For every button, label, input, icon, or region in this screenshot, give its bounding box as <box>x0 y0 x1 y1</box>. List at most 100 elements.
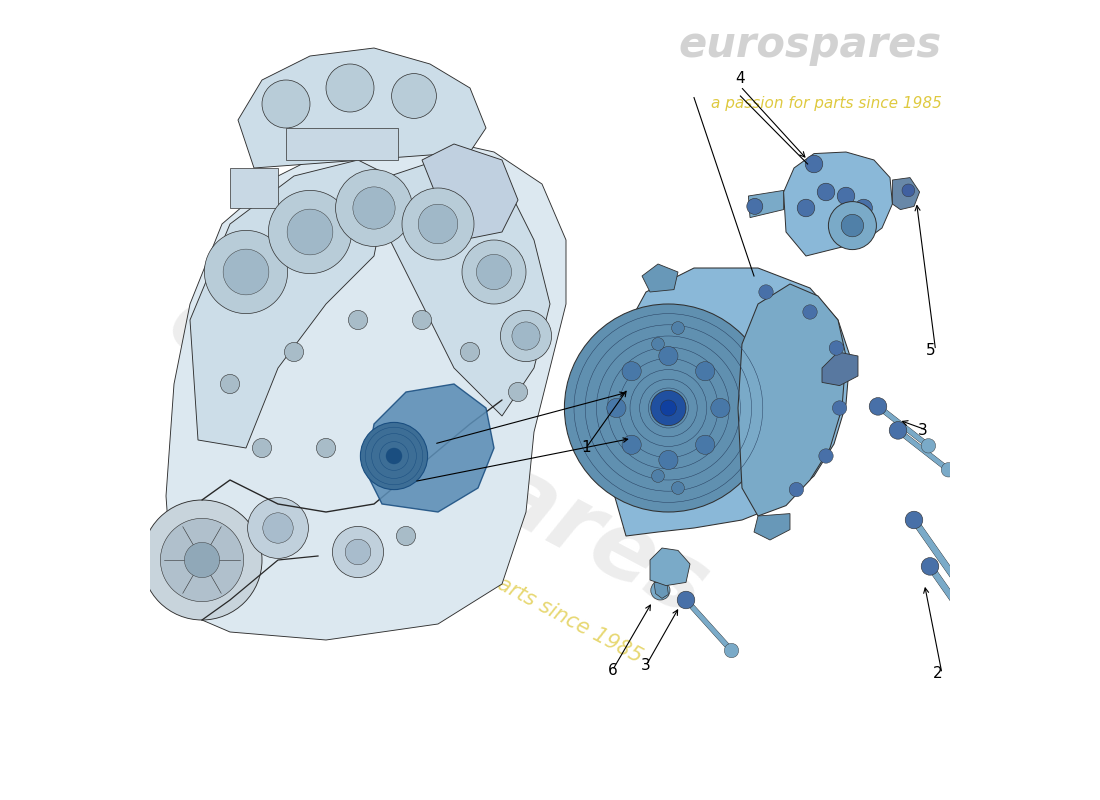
Text: 3: 3 <box>917 423 927 438</box>
Circle shape <box>161 518 243 602</box>
Circle shape <box>828 202 877 250</box>
Circle shape <box>461 342 480 362</box>
Circle shape <box>724 643 739 658</box>
Circle shape <box>500 310 551 362</box>
Circle shape <box>829 341 844 355</box>
Polygon shape <box>783 152 892 256</box>
Circle shape <box>268 190 352 274</box>
Circle shape <box>508 382 528 402</box>
Circle shape <box>361 422 428 490</box>
Text: eurospares: eurospares <box>679 24 942 66</box>
Text: 5: 5 <box>926 343 936 358</box>
Text: 1: 1 <box>581 441 591 455</box>
Text: 6: 6 <box>607 663 617 678</box>
Circle shape <box>262 80 310 128</box>
Circle shape <box>252 438 272 458</box>
Circle shape <box>798 199 815 217</box>
Circle shape <box>462 240 526 304</box>
Circle shape <box>869 398 887 415</box>
Circle shape <box>818 449 833 463</box>
Circle shape <box>837 187 855 205</box>
Polygon shape <box>754 514 790 540</box>
Polygon shape <box>654 582 669 598</box>
Circle shape <box>326 64 374 112</box>
Circle shape <box>386 448 402 464</box>
Circle shape <box>905 511 923 529</box>
Polygon shape <box>748 190 783 218</box>
Circle shape <box>621 435 641 454</box>
Circle shape <box>317 438 336 458</box>
Circle shape <box>205 230 287 314</box>
Circle shape <box>402 188 474 260</box>
Circle shape <box>564 304 772 512</box>
Circle shape <box>672 482 684 494</box>
Circle shape <box>759 285 773 299</box>
Text: a passion for parts since 1985: a passion for parts since 1985 <box>359 502 646 666</box>
Polygon shape <box>366 384 494 512</box>
Circle shape <box>476 254 512 290</box>
Polygon shape <box>822 352 858 386</box>
Text: 3: 3 <box>641 658 651 673</box>
Circle shape <box>142 500 262 620</box>
Circle shape <box>695 435 715 454</box>
Circle shape <box>651 338 664 350</box>
Circle shape <box>660 400 676 416</box>
Circle shape <box>982 644 997 658</box>
Circle shape <box>396 526 416 546</box>
Circle shape <box>651 390 686 426</box>
Circle shape <box>695 362 715 381</box>
Circle shape <box>902 184 915 197</box>
Circle shape <box>889 422 906 439</box>
Circle shape <box>711 398 730 418</box>
Circle shape <box>672 322 684 334</box>
Circle shape <box>678 591 695 609</box>
Circle shape <box>412 310 431 330</box>
Circle shape <box>287 209 333 255</box>
Polygon shape <box>390 160 550 416</box>
Circle shape <box>223 249 268 295</box>
Circle shape <box>967 598 981 612</box>
Circle shape <box>353 187 395 229</box>
Text: eurospares: eurospares <box>153 275 724 637</box>
Circle shape <box>659 450 678 470</box>
FancyBboxPatch shape <box>230 168 278 208</box>
Circle shape <box>921 438 936 453</box>
Circle shape <box>833 401 847 415</box>
Circle shape <box>345 539 371 565</box>
Circle shape <box>248 498 308 558</box>
Circle shape <box>651 581 670 600</box>
Circle shape <box>220 374 240 394</box>
FancyBboxPatch shape <box>286 128 398 160</box>
Circle shape <box>418 204 458 244</box>
Circle shape <box>855 199 872 217</box>
Circle shape <box>621 362 641 381</box>
Text: 2: 2 <box>933 666 942 681</box>
Circle shape <box>805 155 823 173</box>
Polygon shape <box>422 144 518 240</box>
Polygon shape <box>892 178 920 210</box>
Text: a passion for parts since 1985: a passion for parts since 1985 <box>711 96 942 111</box>
Circle shape <box>817 183 835 201</box>
Circle shape <box>607 398 626 418</box>
Polygon shape <box>650 548 690 586</box>
Circle shape <box>747 198 762 214</box>
Circle shape <box>185 542 220 578</box>
Circle shape <box>512 322 540 350</box>
Polygon shape <box>166 136 566 640</box>
Polygon shape <box>190 160 390 448</box>
Text: 4: 4 <box>736 71 745 86</box>
Polygon shape <box>738 284 846 516</box>
Polygon shape <box>238 48 486 168</box>
Circle shape <box>332 526 384 578</box>
Circle shape <box>789 482 804 497</box>
Circle shape <box>263 513 294 543</box>
Polygon shape <box>610 268 850 536</box>
Circle shape <box>285 342 304 362</box>
Circle shape <box>803 305 817 319</box>
Circle shape <box>942 462 956 477</box>
Circle shape <box>349 310 367 330</box>
Circle shape <box>336 170 412 246</box>
Circle shape <box>842 214 864 237</box>
Circle shape <box>659 346 678 366</box>
Polygon shape <box>642 264 678 292</box>
